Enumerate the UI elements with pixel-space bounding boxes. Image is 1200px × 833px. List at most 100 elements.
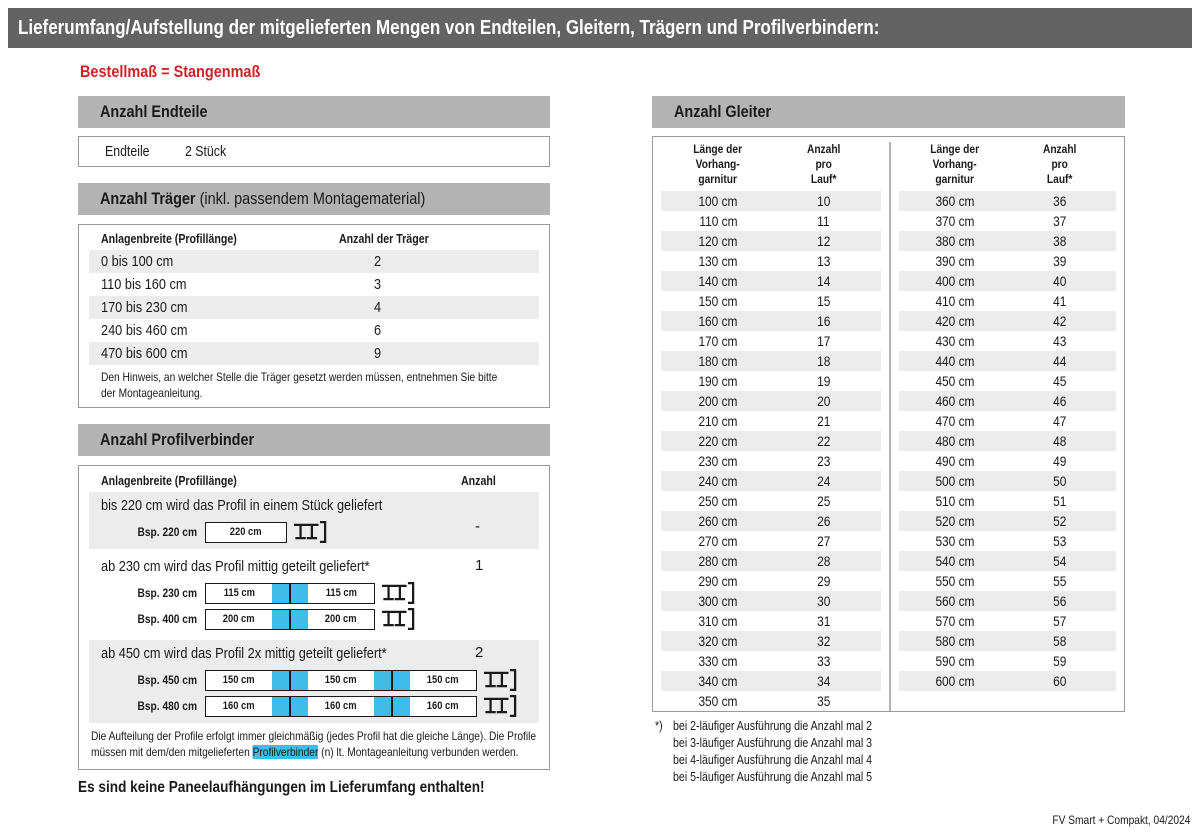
profil-case-text: ab 450 cm wird das Profil 2x mittig gete… xyxy=(101,645,387,663)
gleiter-section-title: Anzahl Gleiter xyxy=(674,102,772,121)
length-cell: 490 cm xyxy=(899,453,1012,469)
profile-connector xyxy=(374,696,391,716)
width-range-cell: 0 bis 100 cm xyxy=(101,253,339,270)
length-value: 240 cm xyxy=(698,473,738,489)
width-range-value: 170 bis 230 cm xyxy=(101,299,188,316)
count-value: 46 xyxy=(1052,393,1067,409)
profil-note-line2-post: (n) lt. Montageanleitung verbunden werde… xyxy=(318,745,519,760)
gleiter-col-count-text: Anzahl pro Lauf* xyxy=(806,142,841,186)
count-value: 13 xyxy=(816,253,831,269)
count-cell: 37 xyxy=(1012,213,1108,229)
example-label: Bsp. 450 cm xyxy=(89,673,197,687)
profilverbinder-section-title: Anzahl Profilverbinder xyxy=(100,430,255,450)
count-cell: 48 xyxy=(1012,433,1108,449)
gleiter-col-length: Länge der Vorhang-garnitur xyxy=(899,142,1012,188)
count-cell: 17 xyxy=(775,333,872,349)
example-label-text: Bsp. 400 cm xyxy=(137,612,197,627)
count-cell: 15 xyxy=(775,293,872,309)
length-value: 160 cm xyxy=(698,313,738,329)
length-cell: 220 cm xyxy=(661,433,775,449)
length-value: 130 cm xyxy=(698,253,738,269)
count-cell: 21 xyxy=(775,413,872,429)
gleiter-row: 500 cm 50 xyxy=(898,471,1116,491)
gleiter-row: 380 cm 38 xyxy=(898,231,1116,251)
gleiter-table: Länge der Vorhang-garnitur Anzahl pro Lauf* 1… xyxy=(652,136,1125,712)
count-value: 31 xyxy=(816,613,831,629)
count-cell: 50 xyxy=(1012,473,1108,489)
traeger-section-header: Anzahl Träger (inkl. passendem Montagema… xyxy=(78,183,550,215)
length-value: 450 cm xyxy=(935,373,975,389)
footnote-text: bei 2-läufiger Ausführung die Anzahl mal… xyxy=(673,719,873,733)
count-value: 57 xyxy=(1052,613,1067,629)
count-cell: 13 xyxy=(775,253,872,269)
doc-footer: FV Smart + Compakt, 04/2024 xyxy=(1028,813,1190,827)
length-value: 250 cm xyxy=(698,493,738,509)
gleiter-table-left: Länge der Vorhang-garnitur Anzahl pro Lauf* 1… xyxy=(653,142,889,711)
order-measure-note-text: Bestellmaß = Stangenmaß xyxy=(80,62,261,81)
count-value: 26 xyxy=(816,513,831,529)
count-cell: 27 xyxy=(775,533,872,549)
gleiter-row: 250 cm 25 xyxy=(661,491,881,511)
profile-example-row: Bsp. 450 cm 150 cm 150 cm 150 cm xyxy=(89,669,539,692)
traeger-row: 170 bis 230 cm 4 xyxy=(89,296,539,319)
length-value: 550 cm xyxy=(935,573,975,589)
count-value: 29 xyxy=(816,573,831,589)
count-value: 27 xyxy=(816,533,831,549)
profile-segment: 150 cm xyxy=(206,671,272,690)
gleiter-table-right: Länge der Vorhang-garnitur Anzahl pro Lauf* 3… xyxy=(888,142,1125,711)
gleiter-row: 190 cm 19 xyxy=(661,371,881,391)
length-cell: 390 cm xyxy=(899,253,1012,269)
length-value: 180 cm xyxy=(698,353,738,369)
length-value: 310 cm xyxy=(698,613,738,629)
profil-case-text: bis 220 cm wird das Profil in einem Stüc… xyxy=(101,497,383,515)
gleiter-row: 410 cm 41 xyxy=(899,291,1117,311)
traeger-section-title: Anzahl Träger (inkl. passendem Montagema… xyxy=(100,183,425,215)
gleiter-row: 450 cm 45 xyxy=(899,371,1117,391)
count-value: 19 xyxy=(816,373,831,389)
length-cell: 370 cm xyxy=(899,213,1012,229)
gleiter-row: 280 cm 28 xyxy=(661,551,881,571)
count-cell: 51 xyxy=(1012,493,1108,509)
left-column: Anzahl Endteile Endteile 2 Stück Anzahl … xyxy=(78,96,550,797)
gleiter-row: 600 cm 60 xyxy=(898,671,1116,691)
length-cell: 440 cm xyxy=(899,353,1012,369)
profil-case-text-row: ab 450 cm wird das Profil 2x mittig gete… xyxy=(101,643,539,664)
endteile-box: Endteile 2 Stück xyxy=(78,136,550,167)
count-value: 58 xyxy=(1052,633,1067,649)
traeger-col-count-text: Anzahl der Träger xyxy=(339,232,429,246)
traeger-col-count: Anzahl der Träger xyxy=(339,232,539,246)
count-value: 42 xyxy=(1052,313,1067,329)
length-value: 400 cm xyxy=(935,273,975,289)
footnote-marker: *) xyxy=(655,718,673,786)
traeger-count-value: 6 xyxy=(374,322,382,339)
length-cell: 600 cm xyxy=(899,673,1012,689)
count-cell: 54 xyxy=(1012,553,1108,569)
count-value: 20 xyxy=(816,393,831,409)
no-panel-hangers-note: Es sind keine Paneelaufhängungen im Lief… xyxy=(78,779,550,797)
count-value: 50 xyxy=(1052,473,1067,489)
profil-case: bis 220 cm wird das Profil in einem Stüc… xyxy=(89,492,539,550)
count-value: 43 xyxy=(1052,333,1067,349)
gleiter-col-count: Anzahl pro Lauf* xyxy=(1012,142,1108,188)
count-cell: 49 xyxy=(1012,453,1108,469)
gleiter-col-length-text: Länge der Vorhang-garnitur xyxy=(930,142,980,186)
length-value: 510 cm xyxy=(935,493,975,509)
profil-col-width-text: Anlagenbreite (Profillänge) xyxy=(101,474,237,489)
profile-example-row: Bsp. 480 cm 160 cm 160 cm 160 cm xyxy=(89,695,539,718)
length-value: 480 cm xyxy=(935,433,975,449)
count-cell: 20 xyxy=(775,393,872,409)
count-cell: 58 xyxy=(1012,633,1108,649)
count-cell: 33 xyxy=(775,653,872,669)
length-cell: 530 cm xyxy=(899,533,1012,549)
count-cell: 40 xyxy=(1012,273,1108,289)
length-value: 340 cm xyxy=(698,673,738,689)
count-value: 49 xyxy=(1052,453,1067,469)
count-value: 51 xyxy=(1052,493,1067,509)
count-cell: 60 xyxy=(1012,673,1108,689)
end-pieces-icon xyxy=(381,608,415,631)
gleiter-row: 440 cm 44 xyxy=(898,351,1116,371)
gleiter-row: 580 cm 58 xyxy=(898,631,1116,651)
gleiter-row: 430 cm 43 xyxy=(899,331,1117,351)
length-value: 370 cm xyxy=(935,213,975,229)
